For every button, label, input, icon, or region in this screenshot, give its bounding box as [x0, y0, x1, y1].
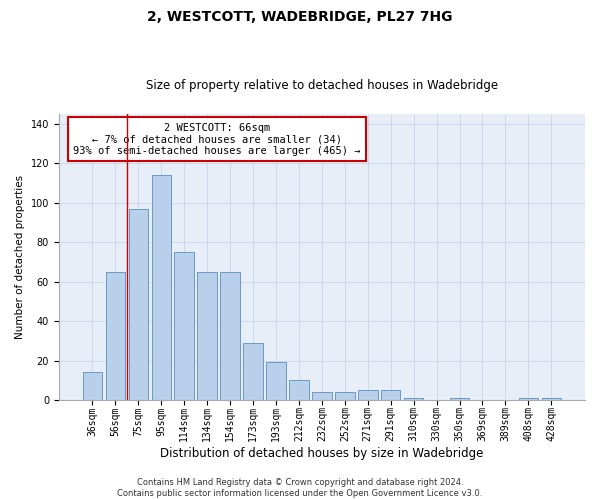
Bar: [266, 362, 286, 400]
Bar: [244, 343, 263, 400]
Text: 2, WESTCOTT, WADEBRIDGE, PL27 7HG: 2, WESTCOTT, WADEBRIDGE, PL27 7HG: [147, 10, 453, 24]
Bar: [450, 398, 469, 400]
Bar: [106, 272, 125, 400]
Bar: [312, 392, 332, 400]
Bar: [220, 272, 240, 400]
Y-axis label: Number of detached properties: Number of detached properties: [15, 175, 25, 339]
Bar: [404, 398, 424, 400]
Text: 2 WESTCOTT: 66sqm
← 7% of detached houses are smaller (34)
93% of semi-detached : 2 WESTCOTT: 66sqm ← 7% of detached house…: [73, 122, 361, 156]
Text: Contains HM Land Registry data © Crown copyright and database right 2024.
Contai: Contains HM Land Registry data © Crown c…: [118, 478, 482, 498]
Bar: [518, 398, 538, 400]
Bar: [83, 372, 102, 400]
Bar: [289, 380, 308, 400]
Bar: [358, 390, 377, 400]
Bar: [175, 252, 194, 400]
Bar: [542, 398, 561, 400]
Title: Size of property relative to detached houses in Wadebridge: Size of property relative to detached ho…: [146, 79, 498, 92]
Bar: [152, 175, 171, 400]
Bar: [381, 390, 400, 400]
Bar: [128, 208, 148, 400]
Bar: [197, 272, 217, 400]
X-axis label: Distribution of detached houses by size in Wadebridge: Distribution of detached houses by size …: [160, 447, 484, 460]
Bar: [335, 392, 355, 400]
